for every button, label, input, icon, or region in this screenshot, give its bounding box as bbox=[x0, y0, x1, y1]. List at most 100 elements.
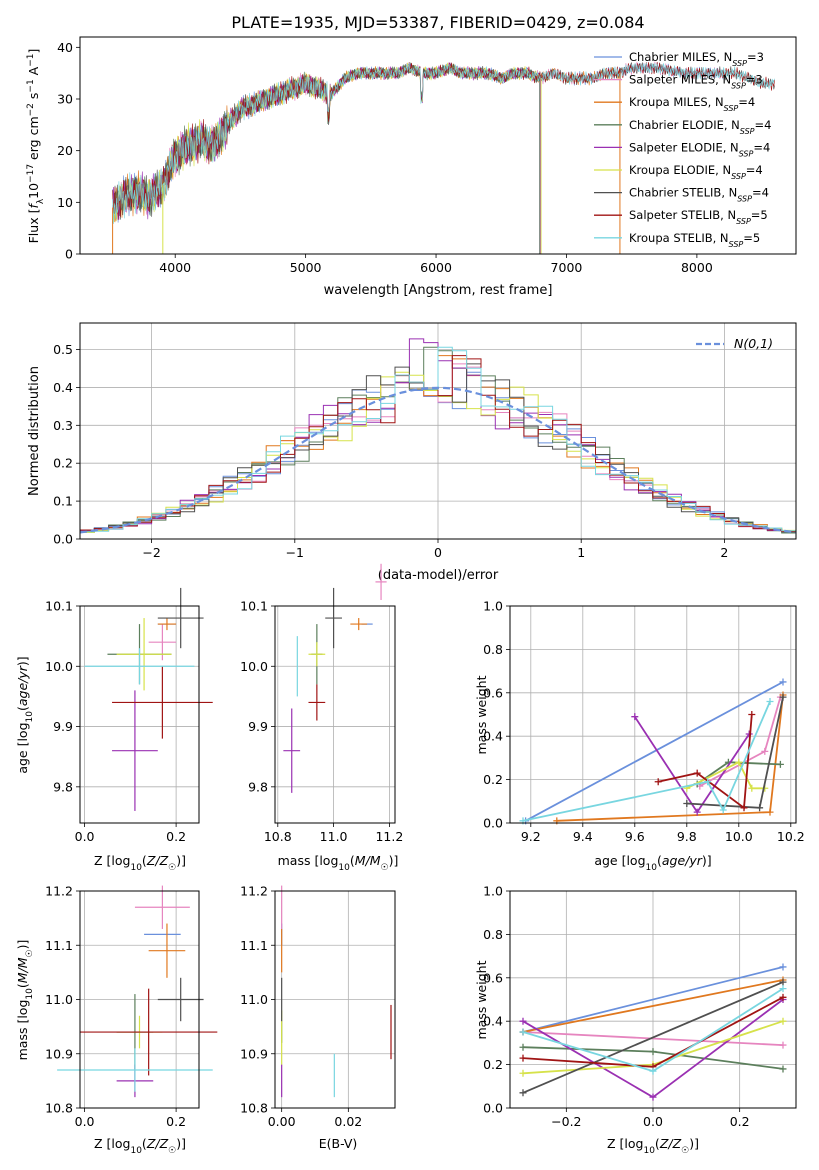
mass-weight-marker bbox=[776, 760, 784, 768]
errorbar-point bbox=[80, 988, 218, 1076]
x-tick-label: 9.8 bbox=[677, 829, 697, 844]
panel-spectrum: 4000 5000 6000 7000 8000 0 10 20 30 40 wavelength … bbox=[26, 36, 797, 298]
y-axis-label: age [log10(age/yr)] bbox=[15, 656, 35, 773]
y-tick-label: 0.4 bbox=[483, 1014, 503, 1029]
y-tick-label: 0.2 bbox=[483, 1057, 503, 1072]
errorbar-point bbox=[325, 587, 342, 649]
mass-weight-marker bbox=[761, 747, 769, 755]
x-tick-label: 7000 bbox=[551, 260, 583, 275]
axes-frame bbox=[79, 322, 797, 540]
y-tick-label: 11.0 bbox=[240, 992, 268, 1007]
x-tick-label: 0.0 bbox=[75, 1114, 95, 1129]
mass-weight-marker bbox=[649, 1067, 657, 1075]
mass-weight-marker bbox=[779, 978, 787, 986]
errorbar-point bbox=[157, 587, 204, 649]
legend-label: N(0,1) bbox=[734, 336, 773, 351]
y-tick-label: 11.1 bbox=[240, 938, 268, 953]
y-axis-label: mass weight bbox=[474, 960, 489, 1039]
errorbar-point bbox=[157, 977, 204, 1022]
y-tick-label: 10.0 bbox=[240, 659, 268, 674]
panel-mass_vs_EBV: 0.00 0.02 10.8 10.9 11.0 11.1 11.2 E(B-V) bbox=[240, 884, 396, 1151]
y-tick-label: 9.8 bbox=[248, 779, 268, 794]
x-tick-label: 6000 bbox=[420, 260, 452, 275]
mass-weight-marker bbox=[519, 1089, 527, 1097]
mass-weight-marker bbox=[779, 1065, 787, 1073]
mass-weight-marker bbox=[683, 799, 691, 807]
y-tick-label: 0.6 bbox=[483, 685, 503, 700]
x-tick-label: 8000 bbox=[681, 260, 713, 275]
x-axis-label: Z [log10(Z/Z☉)] bbox=[94, 1136, 186, 1156]
y-tick-label: 40 bbox=[57, 40, 73, 55]
x-tick-label: −0.2 bbox=[551, 1114, 581, 1129]
errorbar-point bbox=[84, 648, 195, 685]
axes-frame bbox=[274, 605, 396, 824]
mass-weight-marker bbox=[719, 806, 727, 814]
y-tick-label: 0.4 bbox=[483, 729, 503, 744]
x-tick-label: 9.4 bbox=[573, 829, 593, 844]
mass-weight-marker bbox=[654, 778, 662, 786]
errorbar-point bbox=[148, 923, 186, 978]
y-tick-label: 9.9 bbox=[248, 719, 268, 734]
panel-mass_vs_Z: 0.0 0.2 10.8 10.9 11.0 11.1 11.2 Z [log10(Z/Z☉)… bbox=[15, 884, 218, 1156]
x-tick-label: 0.0 bbox=[75, 829, 95, 844]
mass-weight-series-line bbox=[658, 714, 753, 810]
panel-age_vs_mass: 10.8 11.0 11.2 9.8 9.9 10.0 10.1 mass [log10(M/… bbox=[240, 563, 403, 873]
x-tick-label: 10.0 bbox=[725, 829, 753, 844]
mass-weight-marker bbox=[519, 1069, 527, 1077]
x-tick-label: 10.2 bbox=[777, 829, 805, 844]
x-tick-label: 9.6 bbox=[625, 829, 645, 844]
y-tick-label: 10.8 bbox=[45, 1101, 73, 1116]
y-tick-label: 11.2 bbox=[45, 884, 73, 899]
mass-weight-marker bbox=[779, 993, 787, 1001]
errorbar-point bbox=[308, 642, 326, 667]
axes-frame bbox=[274, 890, 396, 1109]
axes-frame bbox=[79, 890, 200, 1109]
legend-label: Kroupa MILES, NSSP=4 bbox=[629, 95, 755, 113]
x-tick-label: 11.0 bbox=[320, 829, 348, 844]
legend-label: Chabrier MILES, NSSP=3 bbox=[629, 50, 764, 68]
y-tick-label: 10.1 bbox=[45, 599, 73, 614]
legend-label: Chabrier STELIB, NSSP=4 bbox=[629, 186, 769, 204]
y-tick-label: 0.8 bbox=[483, 927, 503, 942]
y-tick-label: 1.0 bbox=[483, 884, 503, 899]
errorbar-point bbox=[116, 618, 172, 691]
y-tick-label: 0.3 bbox=[53, 418, 73, 433]
mass-weight-marker bbox=[649, 1093, 657, 1101]
mass-weight-marker bbox=[631, 713, 639, 721]
x-tick-label: 0 bbox=[434, 545, 442, 560]
y-axis-label: mass [log10(M/M☉)] bbox=[15, 940, 35, 1061]
y-tick-label: 0.0 bbox=[483, 1101, 503, 1116]
errorbar-point bbox=[157, 618, 177, 631]
y-tick-label: 9.9 bbox=[53, 719, 73, 734]
x-tick-label: 10.8 bbox=[264, 829, 292, 844]
mass-weight-marker bbox=[649, 1048, 657, 1056]
mass-weight-marker bbox=[519, 1028, 527, 1036]
errorbar-point bbox=[308, 684, 326, 721]
y-tick-label: 0.4 bbox=[53, 380, 73, 395]
x-axis-label: wavelength [Angstrom, rest frame] bbox=[324, 283, 553, 298]
x-tick-label: 0.02 bbox=[334, 1114, 362, 1129]
histogram-series bbox=[80, 346, 796, 534]
x-axis-label: (data-model)/error bbox=[378, 568, 499, 583]
mass-weight-marker bbox=[704, 778, 712, 786]
y-tick-label: 0.1 bbox=[53, 494, 73, 509]
mass-weight-marker bbox=[748, 711, 756, 718]
y-tick-label: 0.2 bbox=[53, 456, 73, 471]
y-tick-label: 0.0 bbox=[483, 816, 503, 831]
errorbar-point bbox=[350, 618, 368, 631]
mass-weight-series-line bbox=[686, 696, 784, 809]
mass-weight-marker bbox=[779, 985, 787, 993]
figure-title: PLATE=1935, MJD=53387, FIBERID=0429, z=0… bbox=[231, 13, 644, 32]
mass-weight-series-line bbox=[522, 1031, 784, 1046]
y-tick-label: 0.6 bbox=[483, 970, 503, 985]
mass-weight-marker bbox=[693, 808, 701, 816]
y-tick-label: 10.8 bbox=[240, 1101, 268, 1116]
x-tick-label: 0.2 bbox=[166, 1114, 186, 1129]
x-tick-label: 4000 bbox=[159, 260, 191, 275]
mass-weight-series-line bbox=[522, 981, 784, 1094]
mass-weight-marker bbox=[779, 1041, 787, 1049]
x-axis-label: age [log10(age/yr)] bbox=[594, 853, 711, 873]
mass-weight-marker bbox=[735, 758, 743, 766]
x-tick-label: 2 bbox=[720, 545, 728, 560]
